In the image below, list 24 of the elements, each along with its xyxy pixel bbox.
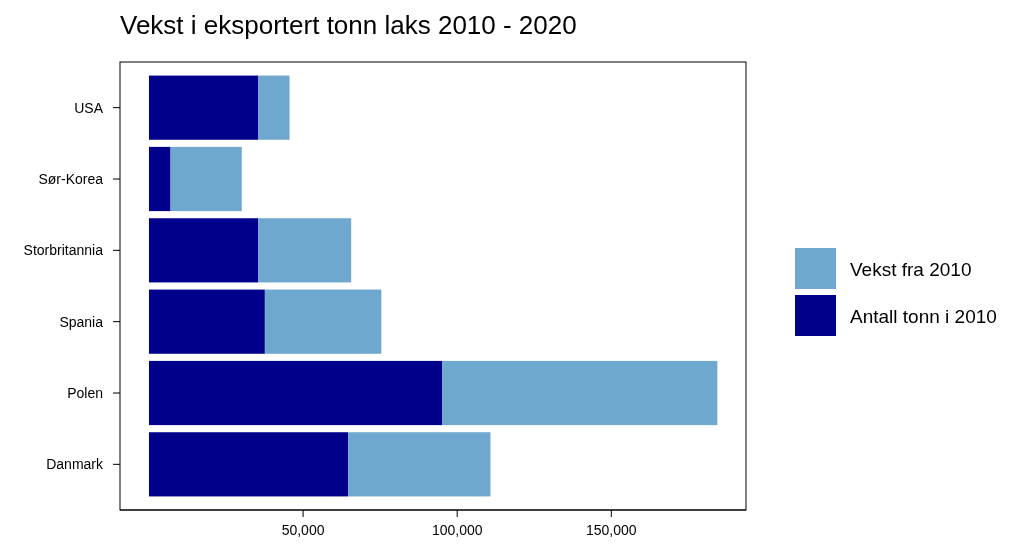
bar [442,360,718,426]
bar [348,432,491,497]
y-tick-label: USA [74,99,104,116]
bar [264,289,382,354]
x-tick-label: 150,000 [586,522,637,538]
bar [148,289,265,354]
bar [148,432,349,497]
bar [258,218,352,283]
x-tick-label: 100,000 [431,522,483,538]
y-tick-label: Sør-Korea [38,171,104,187]
bar [148,218,259,283]
legend-label: Vekst fra 2010 [850,259,972,280]
legend-label: Antall tonn i 2010 [850,306,997,327]
bar [148,360,443,426]
chart-title: Vekst i eksportert tonn laks 2010 - 2020 [120,10,577,40]
x-tick-label: 50,000 [281,522,325,538]
y-tick-label: Storbritannia [23,242,104,259]
bar [148,75,259,140]
y-tick-label: Polen [67,385,103,401]
y-tick-label: Spania [59,313,104,330]
bar [148,146,171,212]
bar [258,75,290,140]
y-tick-label: Danmark [46,456,104,473]
bar [170,146,242,212]
